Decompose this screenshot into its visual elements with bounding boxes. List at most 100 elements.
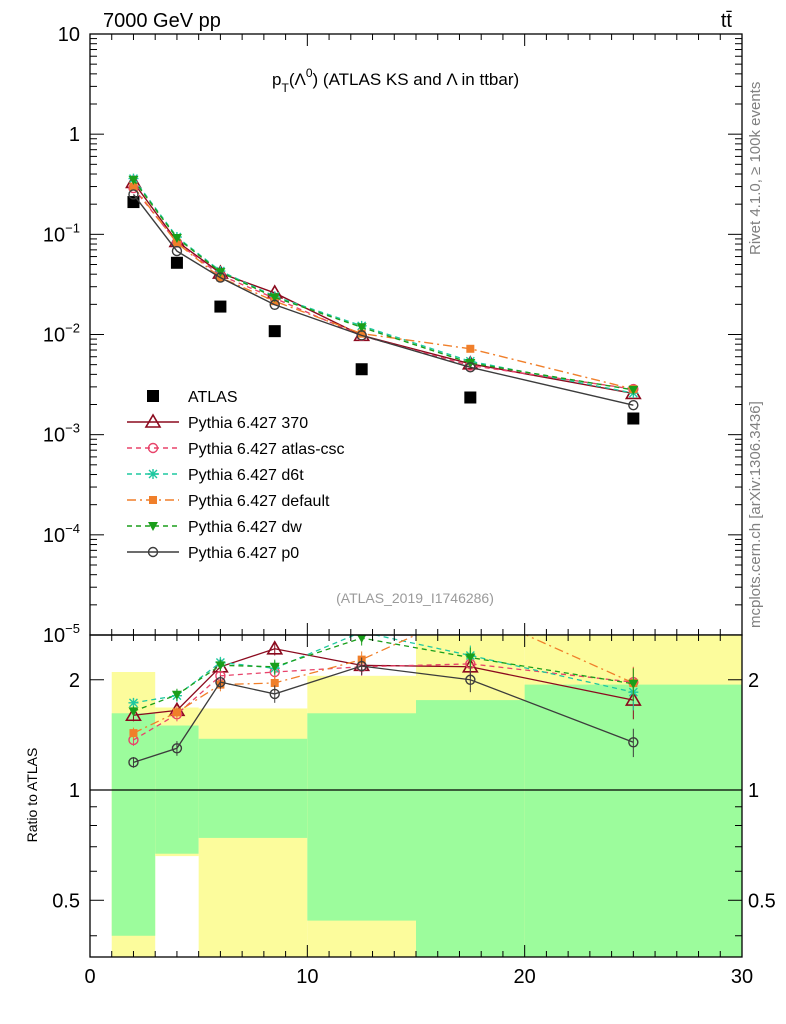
point-p0-4 — [356, 330, 367, 341]
point-p0-2 — [215, 272, 226, 283]
legend-label-default: Pythia 6.427 default — [188, 493, 330, 510]
ratio-point-default-1 — [172, 708, 181, 717]
main-panel: pT(Λ0) (ATLAS KS and Λ in ttbar) (ATLAS_… — [43, 24, 743, 647]
x-tick-label-3: 30 — [731, 966, 753, 988]
point-p0-6 — [628, 399, 639, 411]
y-tick-label-2: 10−1 — [43, 220, 80, 246]
y-tick-label-4: 10−3 — [43, 421, 80, 447]
point-ATLAS-2 — [214, 300, 227, 313]
green-band-0 — [111, 713, 156, 936]
y-tick-label-1: 1 — [69, 124, 80, 146]
point-dw-4 — [356, 323, 367, 333]
point-p0-5 — [465, 362, 476, 373]
ratio-ylabel: Ratio to ATLAS — [24, 748, 40, 843]
point-default-0 — [129, 182, 138, 191]
plot-title: pT(Λ0) (ATLAS KS and Λ in ttbar) — [272, 66, 519, 95]
legend-entry-d6t: Pythia 6.427 d6t — [127, 467, 304, 484]
point-dw-0 — [128, 175, 139, 185]
ratio-point-dw-2 — [215, 661, 226, 671]
ratio-ytick-label-0: 0.5 — [52, 890, 80, 912]
legend-entry-p0: Pythia 6.427 p0 — [127, 545, 299, 562]
point-dw-1 — [171, 233, 182, 243]
green-band-4 — [416, 700, 525, 957]
ratio-panel: Ratio to ATLAS 0 10 20 30 0.5 0.5 1 1 2 2 — [24, 634, 776, 988]
green-band-3 — [307, 713, 416, 921]
legend-label-p370: Pythia 6.427 370 — [188, 415, 308, 432]
series-p0 — [128, 189, 639, 411]
ratio-point-dw-5 — [465, 653, 476, 663]
ratio-point-default-3 — [270, 678, 279, 687]
legend-marker-dw — [148, 522, 158, 531]
green-band-5 — [524, 684, 742, 957]
legend-marker-d6t — [148, 469, 158, 479]
ratio-ytick-label-right-2: 2 — [748, 670, 759, 692]
point-dw-3 — [269, 293, 280, 303]
ratio-point-dw-0 — [128, 707, 139, 717]
point-ATLAS-5 — [464, 391, 477, 404]
ratio-point-dw-4 — [357, 635, 367, 644]
legend: ATLAS Pythia 6.427 370 Pythia 6.427 atlas-… — [127, 389, 345, 562]
header-left: 7000 GeV pp — [103, 10, 221, 32]
title-p: p — [272, 70, 281, 89]
point-default-4 — [357, 329, 366, 338]
ratio-ytick-label-right-0: 0.5 — [748, 890, 776, 912]
legend-entry-dw: Pythia 6.427 dw — [127, 519, 302, 536]
main-series — [125, 173, 642, 425]
ratio-ytick-label-right-1: 1 — [748, 780, 759, 802]
mcplots-label: mcplots.cern.ch [arXiv:1306.3436] — [747, 401, 764, 628]
series-ATLAS — [127, 196, 640, 425]
ratio-point-p0-2 — [215, 676, 226, 688]
legend-entry-p370: Pythia 6.427 370 — [127, 413, 308, 432]
point-p0-3 — [269, 299, 280, 310]
title-rest: ) (ATLAS KS and Λ in ttbar) — [313, 70, 520, 89]
point-dw-6 — [628, 385, 639, 395]
ratio-point-d6t-0 — [128, 697, 139, 708]
ratio-point-p0-5 — [465, 674, 476, 685]
legend-marker-p370 — [144, 413, 162, 428]
ratio-series-dw — [128, 635, 639, 717]
title-sub: T — [281, 81, 289, 95]
ratio-point-default-0 — [129, 729, 138, 738]
legend-label-ATLAS: ATLAS — [188, 389, 238, 406]
point-ATLAS-1 — [170, 256, 183, 269]
ratio-series — [125, 635, 642, 768]
title-open: (Λ — [289, 70, 307, 89]
point-ATLAS-0 — [127, 196, 140, 209]
rivet-label: Rivet 4.1.0, ≥ 100k events — [747, 82, 764, 255]
legend-entry-atlascsc: Pythia 6.427 atlas-csc — [127, 441, 345, 458]
legend-marker-ATLAS — [147, 390, 159, 402]
ratio-series-p0 — [128, 657, 639, 768]
point-default-1 — [172, 238, 181, 247]
ratio-ytick-label-1: 1 — [69, 780, 80, 802]
legend-label-dw: Pythia 6.427 dw — [188, 519, 302, 536]
ratio-point-p370-3 — [266, 640, 284, 655]
legend-entry-ATLAS: ATLAS — [147, 389, 238, 406]
ratio-point-p0-6 — [628, 737, 639, 748]
ratio-point-dw-3 — [269, 662, 280, 672]
y-tick-label-0: 10 — [58, 24, 80, 46]
point-p0-1 — [171, 245, 183, 257]
green-band-2 — [198, 738, 308, 838]
header-right: tt̄ — [721, 10, 733, 32]
ratio-point-dw-6 — [628, 679, 639, 689]
ratio-point-p0-4 — [356, 660, 367, 672]
x-tick-label-0: 0 — [84, 966, 95, 988]
point-ATLAS-3 — [268, 325, 281, 338]
legend-entry-default: Pythia 6.427 default — [127, 493, 330, 510]
legend-label-atlascsc: Pythia 6.427 atlas-csc — [188, 441, 345, 458]
ratio-point-p370-0 — [125, 706, 142, 722]
point-ATLAS-4 — [355, 363, 368, 376]
point-default-5 — [466, 344, 475, 353]
y-tick-label-6: 10−5 — [43, 621, 80, 647]
legend-label-p0: Pythia 6.427 p0 — [188, 545, 299, 562]
ratio-ytick-label-2: 2 — [69, 670, 80, 692]
legend-marker-atlascsc — [147, 442, 159, 454]
ratio-point-dw-1 — [171, 690, 182, 700]
x-tick-label-2: 20 — [514, 966, 536, 988]
y-tick-label-5: 10−4 — [43, 521, 80, 547]
x-tick-label-1: 10 — [296, 966, 318, 988]
y-tick-label-3: 10−2 — [43, 321, 80, 347]
legend-marker-p0 — [147, 546, 159, 558]
line-p0 — [132, 194, 634, 406]
